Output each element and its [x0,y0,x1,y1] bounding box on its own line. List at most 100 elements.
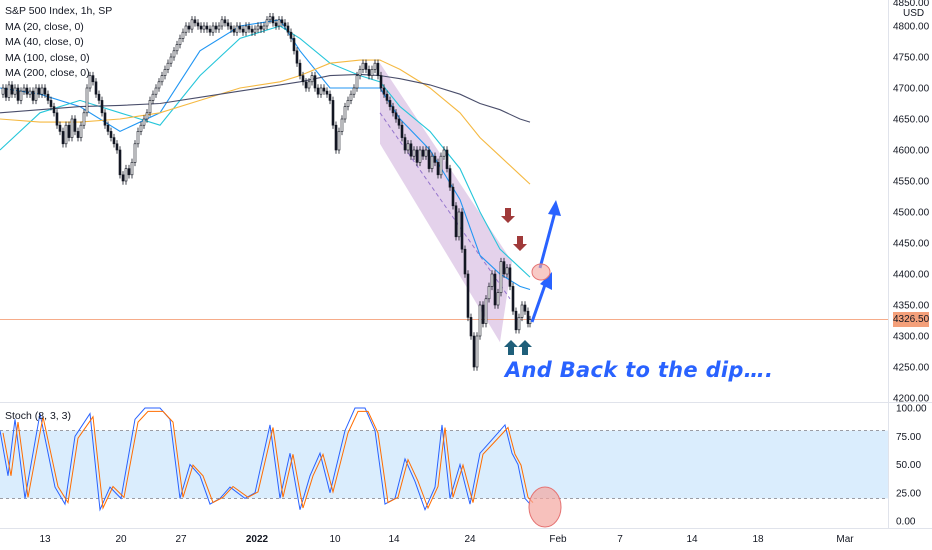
candle-body [412,149,416,157]
legend-ma-20[interactable]: MA (20, close, 0) [5,20,84,33]
candle-body [229,25,233,30]
candle-body [124,168,128,182]
price-axis-area [888,0,932,550]
legend-ma-100[interactable]: MA (100, close, 0) [5,51,90,64]
stoch-target-circle [528,486,562,528]
candle-body [16,87,20,101]
up-arrow-icon [504,340,518,355]
candle-body [403,137,407,151]
candle-body [523,304,527,312]
candle-body [253,28,257,33]
candle-body [256,25,260,30]
main-legend: S&P 500 Index, 1h, SP MA (20, close, 0) … [5,4,112,82]
time-tick-label: 14 [686,534,698,545]
candle-body [187,25,191,30]
candle-body [313,75,317,89]
candle-body [528,319,532,324]
stoch-legend[interactable]: Stoch (8, 3, 3) [5,410,71,422]
candle-body [271,16,275,24]
time-tick-label: Feb [549,534,567,545]
candle-body [250,28,254,33]
candle-body [76,131,80,138]
projection-arrow-line [538,211,557,269]
chart-title[interactable]: S&P 500 Index, 1h, SP [5,5,113,17]
candle-body [70,118,74,138]
candle-body [295,50,299,64]
legend-ma-200[interactable]: MA (200, close, 0) [5,67,90,79]
candle-body [148,100,152,114]
candle-body [160,75,164,83]
down-arrow-icon [513,236,527,251]
time-tick-label: 14 [388,534,400,545]
candle-body [196,22,200,27]
candle-body [397,118,401,126]
candle-body [85,87,89,114]
candle-body [328,93,332,101]
projection-arrow-line [530,281,548,323]
candle-body [316,87,320,95]
candle-body [64,124,68,145]
candle-body [478,304,482,337]
candle-body [493,273,497,306]
candle-body [487,286,491,300]
candle-body [361,62,365,70]
candle-body [94,81,98,95]
candle-body [481,304,485,324]
candle-body [91,75,95,83]
candle-body [139,124,143,132]
candle-body [334,124,338,151]
candle-body [376,62,380,76]
time-tick-label: 27 [175,534,187,545]
price-tick-label: 4850.00 [893,0,930,9]
candle-body [466,273,470,318]
candle-body [388,100,392,107]
candle-body [442,149,446,157]
candle-body [322,87,326,92]
candle-body [520,304,524,318]
candle-body [358,69,362,76]
candle-body [175,44,179,52]
candle-body [484,298,488,324]
candle-body [463,248,467,275]
candle-body [514,310,518,331]
candle-body [226,22,230,27]
candle-body [19,90,23,101]
time-tick-label: 7 [617,534,623,545]
candle-body [244,25,248,33]
candle-body [145,112,149,120]
candle-body [511,286,515,312]
candle-body [352,87,356,95]
candle-body [7,84,11,98]
candle-body [133,143,137,163]
candle-body [319,87,323,95]
candle-body [343,106,347,120]
candle-body [163,69,167,76]
candle-body [409,143,413,157]
candle-body [499,261,503,293]
candle-body [427,149,431,169]
time-tick-label: 24 [464,534,476,545]
candle-body [517,317,521,331]
candle-body [28,90,32,95]
candle-body [118,149,122,176]
candle-body [46,93,50,101]
candle-body [37,87,41,95]
candle-body [34,87,38,101]
trend-channel [380,63,512,343]
candle-body [265,19,269,27]
price-tick-label: 4400.00 [893,270,930,281]
candle-body [178,38,182,45]
candle-body [154,87,158,95]
legend-ma-40[interactable]: MA (40, close, 0) [5,36,84,48]
candle-body [451,186,455,207]
projection-arrow-head-icon [548,200,561,216]
stoch-d-line [2,410,534,510]
stoch-tick-label: 0.00 [896,517,916,528]
candle-body [439,155,443,176]
price-tick-label: 4650.00 [893,115,930,126]
time-tick-label: 18 [752,534,764,545]
time-tick-label: 20 [115,534,127,545]
channel-midline [379,112,511,300]
candle-body [331,100,335,126]
stoch-tick-label: 100.00 [896,404,927,415]
